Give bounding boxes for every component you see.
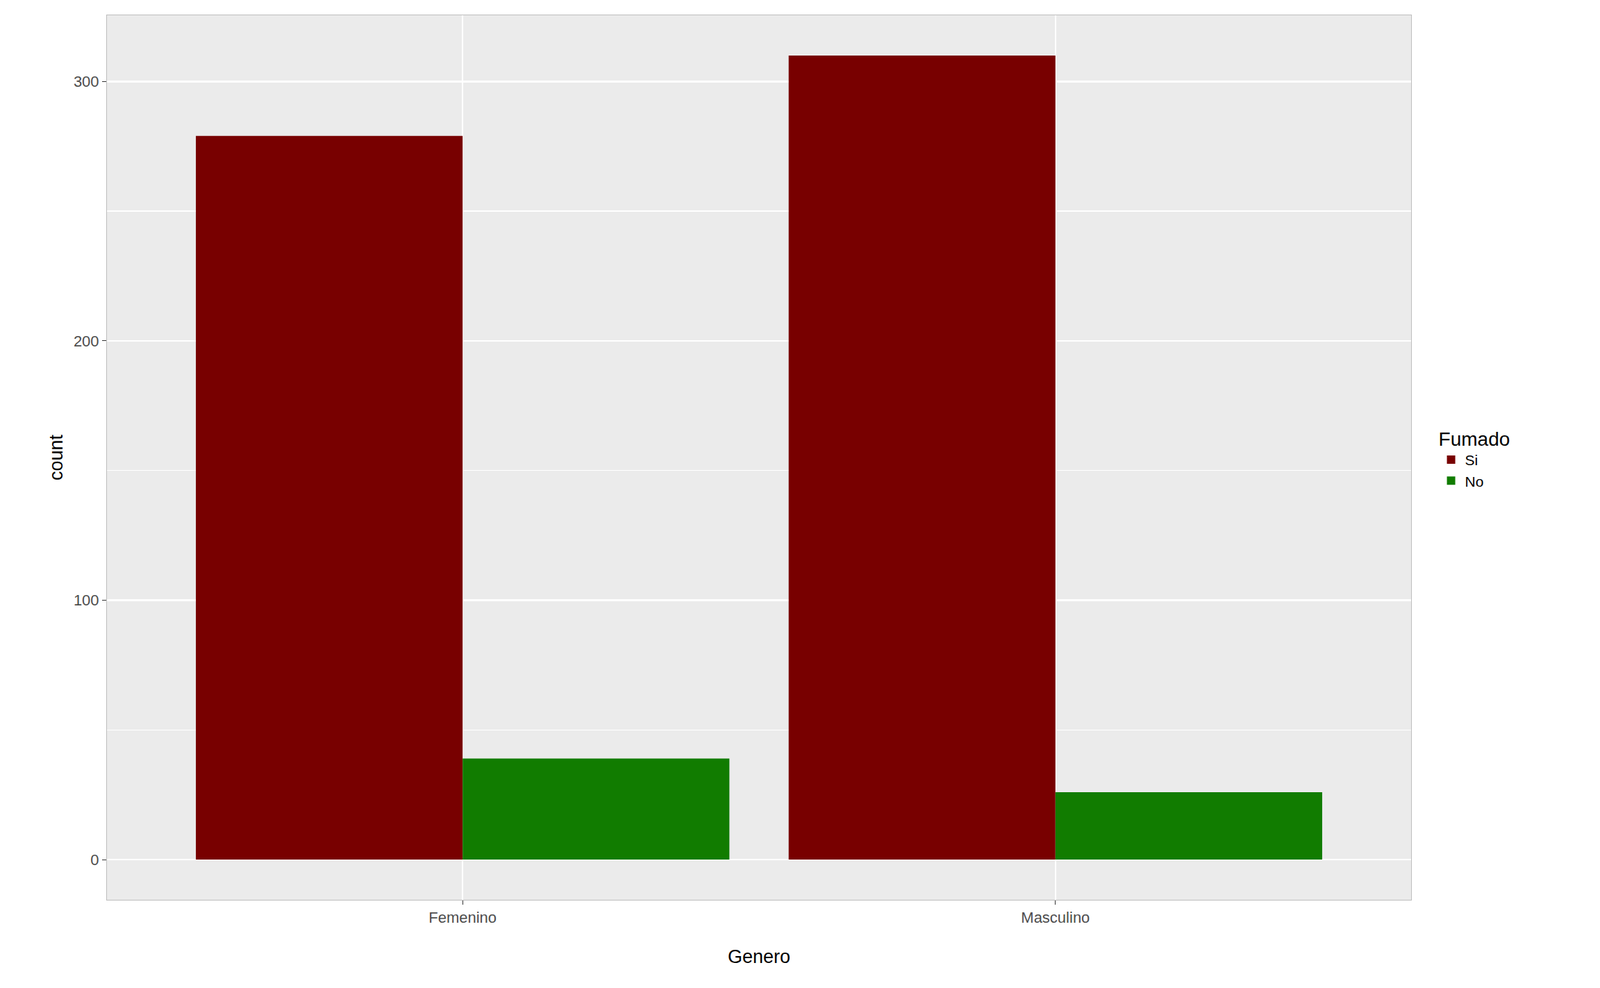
svg-text:200: 200 (73, 332, 100, 350)
svg-text:No: No (1465, 473, 1485, 490)
svg-text:100: 100 (73, 591, 100, 610)
svg-text:Fumado: Fumado (1438, 428, 1511, 450)
svg-text:Femenino: Femenino (428, 909, 497, 927)
svg-text:0: 0 (90, 851, 99, 869)
svg-text:Si: Si (1465, 452, 1479, 469)
svg-text:Genero: Genero (727, 946, 791, 968)
svg-text:300: 300 (73, 72, 100, 91)
svg-text:count: count (45, 434, 67, 481)
svg-text:Masculino: Masculino (1020, 909, 1090, 927)
